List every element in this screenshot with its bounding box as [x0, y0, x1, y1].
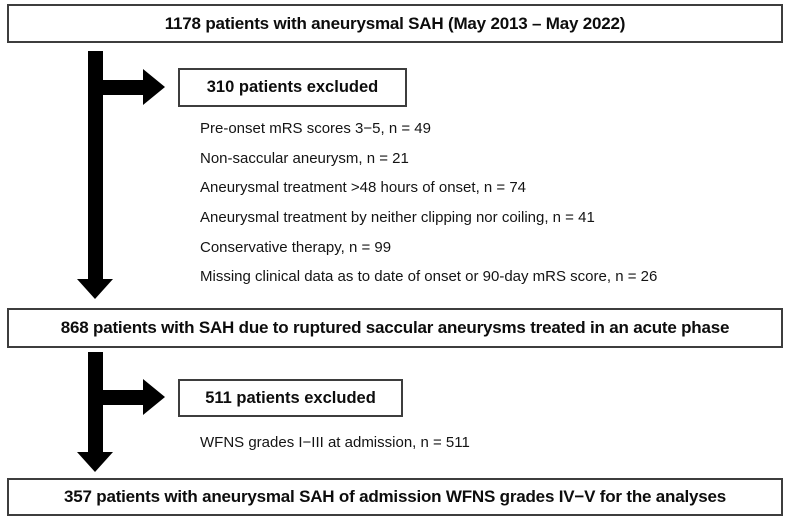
arrow-branch-1-head-icon: [143, 69, 165, 105]
exclusion-reasons-2: WFNS grades I−III at admission, n = 511: [200, 430, 470, 456]
exclusion-box-2-label: 511 patients excluded: [205, 388, 376, 407]
cohort-box-total: 1178 patients with aneurysmal SAH (May 2…: [7, 4, 783, 43]
exclusion-reason: WFNS grades I−III at admission, n = 511: [200, 434, 470, 451]
cohort-box-analysis: 357 patients with aneurysmal SAH of admi…: [7, 478, 783, 516]
exclusion-reason: Aneurysmal treatment by neither clipping…: [200, 209, 595, 227]
exclusion-box-1: 310 patients excluded: [178, 68, 407, 107]
arrow-vertical-2: [88, 352, 103, 453]
exclusion-reason: Missing clinical data as to date of onse…: [200, 268, 658, 286]
exclusion-box-1-label: 310 patients excluded: [206, 78, 379, 96]
exclusion-reason: Aneurysmal treatment >48 hours of onset,…: [200, 179, 527, 197]
cohort-box-analysis-label: 357 patients with aneurysmal SAH of admi…: [63, 487, 727, 506]
cohort-box-acute-phase: 868 patients with SAH due to ruptured sa…: [7, 308, 783, 348]
cohort-box-acute-phase-label: 868 patients with SAH due to ruptured sa…: [60, 318, 730, 337]
exclusion-box-2: 511 patients excluded: [178, 379, 403, 417]
exclusion-reason: Conservative therapy, n = 99: [200, 238, 392, 256]
exclusion-reasons-1: Pre-onset mRS scores 3−5, n = 49 Non-sac…: [200, 114, 657, 292]
arrow-branch-2-head-icon: [143, 379, 165, 415]
arrow-branch-2: [101, 390, 143, 405]
arrow-vertical-1-head-icon: [77, 279, 113, 299]
arrow-vertical-2-head-icon: [77, 452, 113, 472]
arrow-vertical-1: [88, 51, 103, 280]
cohort-box-total-label: 1178 patients with aneurysmal SAH (May 2…: [164, 13, 626, 33]
arrow-branch-1: [101, 80, 143, 95]
exclusion-reason: Pre-onset mRS scores 3−5, n = 49: [200, 120, 431, 137]
exclusion-reason: Non-saccular aneurysm, n = 21: [200, 149, 409, 167]
